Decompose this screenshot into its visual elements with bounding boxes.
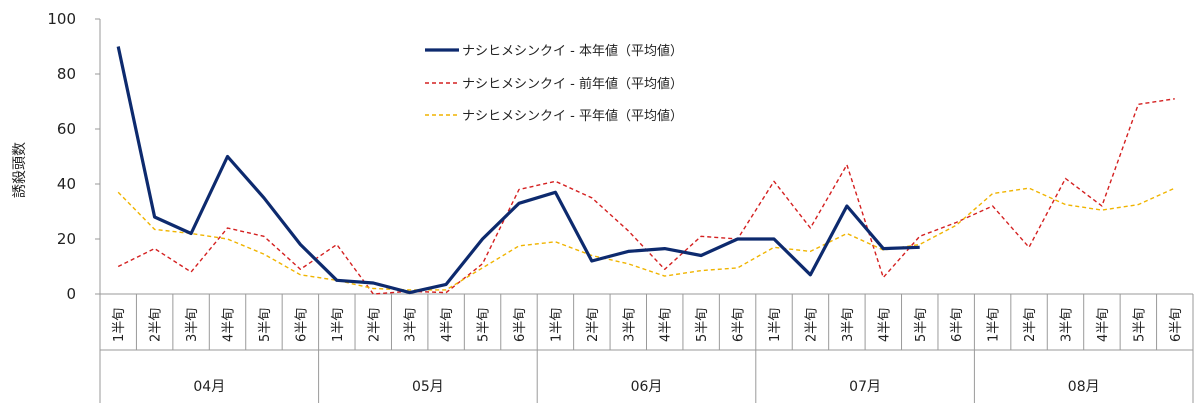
y-tick-label: 20 [57, 230, 76, 248]
x-category-label: 1半旬 [331, 308, 346, 342]
series-line-1 [116, 46, 920, 295]
x-category-label: 5半旬 [695, 308, 710, 342]
series-line-2 [117, 98, 1175, 295]
x-category-label: 6半旬 [513, 308, 528, 342]
legend: ナシヒメシンクイ - 本年値（平均値） ナシヒメシンクイ - 前年値（平均値） ナシ… [425, 43, 683, 124]
y-tick-labels: 0 20 40 60 80 100 [47, 10, 76, 303]
y-axis-label: 誘殺頭数 [12, 142, 28, 198]
x-month-labels: 04月 05月 06月 07月 08月 [193, 379, 1099, 395]
x-category-label: 4半旬 [440, 308, 455, 342]
x-category-label: 5半旬 [914, 308, 929, 342]
x-month-label: 06月 [631, 379, 663, 395]
x-category-label: 3半旬 [185, 308, 200, 342]
x-category-label: 5半旬 [1132, 308, 1147, 342]
x-category-label: 4半旬 [877, 308, 892, 342]
x-category-label: 3半旬 [841, 308, 856, 342]
x-category-label: 6半旬 [294, 308, 309, 342]
x-category-label: 2半旬 [804, 308, 819, 342]
x-category-label: 2半旬 [367, 308, 382, 342]
x-category-label: 2半旬 [149, 308, 164, 342]
legend-label-3: ナシヒメシンクイ - 平年値（平均値） [462, 108, 683, 124]
x-category-label: 6半旬 [732, 308, 747, 342]
x-category-label: 6半旬 [950, 308, 965, 342]
x-category-label: 3半旬 [622, 308, 637, 342]
x-category-label: 2半旬 [586, 308, 601, 342]
x-month-label: 04月 [193, 379, 225, 395]
legend-label-2: ナシヒメシンクイ - 前年値（平均値） [462, 76, 683, 92]
y-tick-label: 60 [57, 120, 76, 138]
x-category-label: 4半旬 [1096, 308, 1111, 342]
x-category-label: 1半旬 [768, 308, 783, 342]
y-tick-label: 80 [57, 65, 76, 83]
x-category-labels: 1半旬 2半旬 3半旬 4半旬 5半旬 6半旬 1半旬 2半旬 3半旬 4半旬 5半旬 6半旬 1半旬 2… [112, 308, 1184, 342]
x-category-label: 2半旬 [1023, 308, 1038, 342]
y-tick-label: 40 [57, 175, 76, 193]
series-line-3 [117, 187, 1176, 291]
x-category-label: 1半旬 [549, 308, 564, 342]
x-category-label: 5半旬 [477, 308, 492, 342]
x-month-label: 05月 [412, 379, 444, 395]
legend-label-1: ナシヒメシンクイ - 本年値（平均値） [462, 43, 683, 59]
x-month-label: 07月 [849, 379, 881, 395]
x-category-label: 1半旬 [112, 308, 127, 342]
x-category-label: 6半旬 [1169, 308, 1184, 342]
x-category-label: 5半旬 [258, 308, 273, 342]
series-lines [116, 46, 1176, 295]
x-category-label: 1半旬 [987, 308, 1002, 342]
x-category-label: 4半旬 [222, 308, 237, 342]
y-tick-label: 100 [47, 10, 76, 28]
x-category-label: 3半旬 [1059, 308, 1074, 342]
axes [95, 18, 1194, 403]
x-category-label: 4半旬 [659, 308, 674, 342]
x-month-label: 08月 [1068, 379, 1100, 395]
x-category-label: 3半旬 [404, 308, 419, 342]
y-tick-label: 0 [66, 285, 76, 303]
